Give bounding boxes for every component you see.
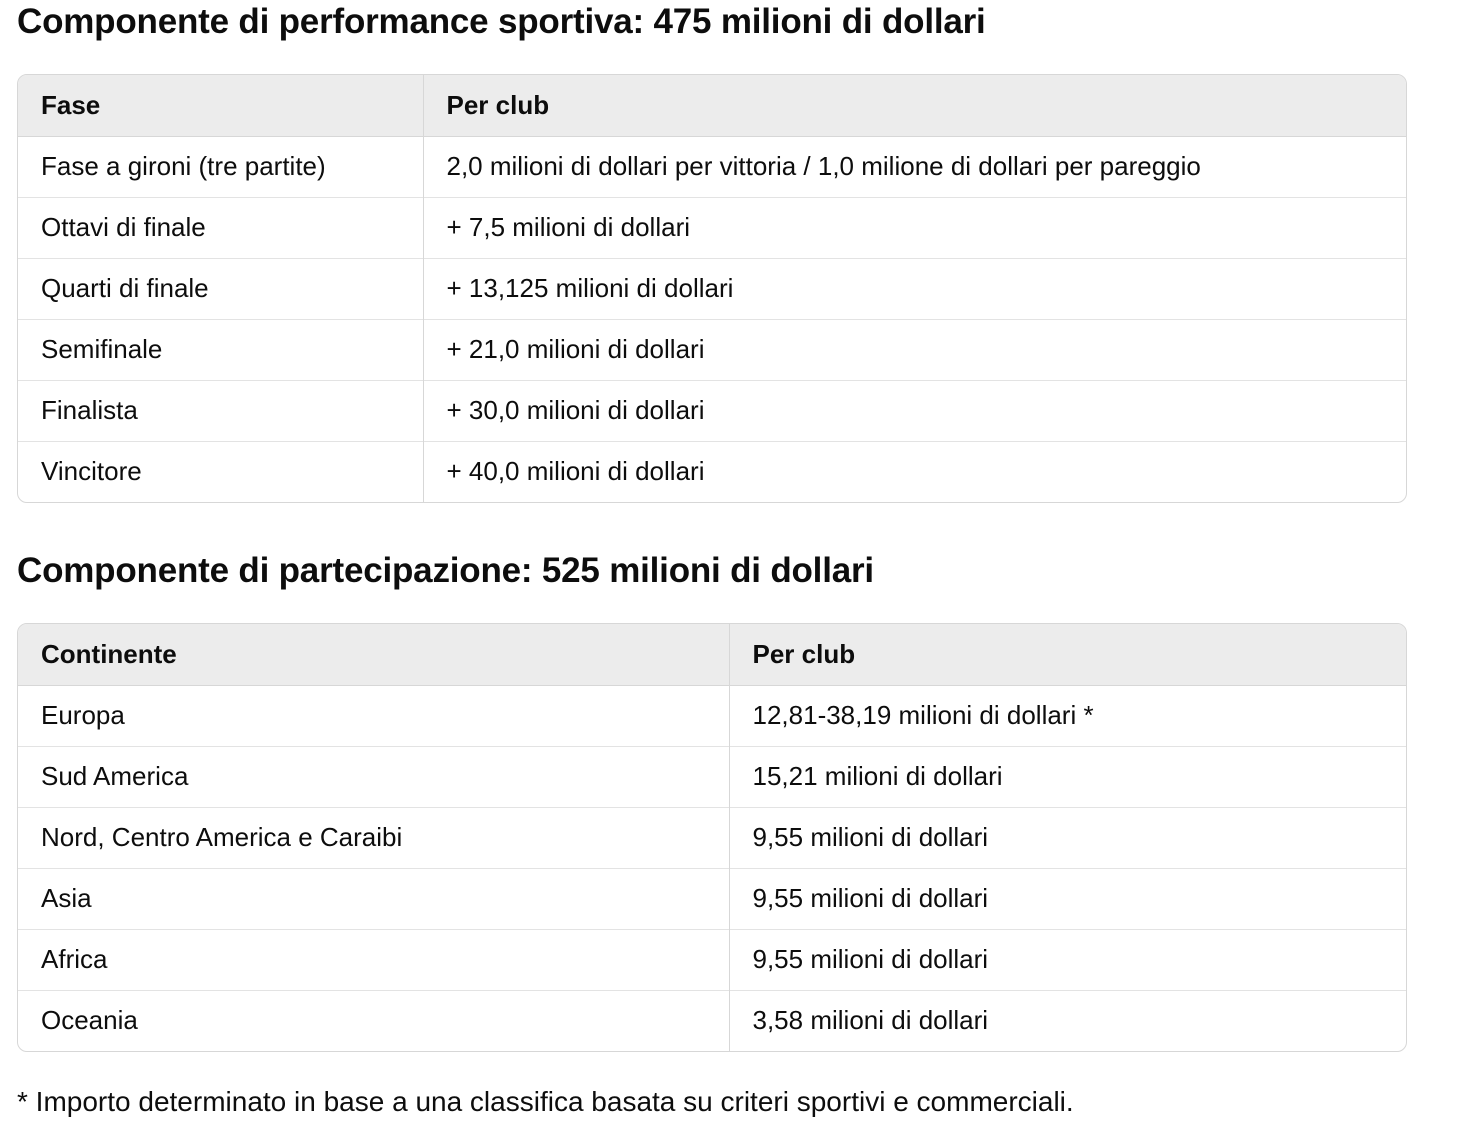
table-cell-per-club: + 21,0 milioni di dollari [422, 318, 1406, 380]
table-row: Europa 12,81-38,19 milioni di dollari * [18, 685, 1406, 746]
table-header-row: Continente Per club [18, 624, 1406, 686]
column-header-per-club: Per club [422, 75, 1406, 137]
table-cell-fase: Semifinale [18, 318, 423, 380]
table-cell-per-club: + 13,125 milioni di dollari [422, 257, 1406, 319]
table-cell-per-club: 9,55 milioni di dollari [728, 867, 1406, 929]
table-row: Africa 9,55 milioni di dollari [18, 928, 1406, 990]
table-header-row: Fase Per club [18, 75, 1406, 137]
participation-table: Continente Per club Europa 12,81-38,19 m… [17, 623, 1407, 1052]
table-cell-per-club: + 30,0 milioni di dollari [422, 379, 1406, 441]
table-row: Fase a gironi (tre partite) 2,0 milioni … [18, 136, 1406, 197]
table-cell-per-club: + 7,5 milioni di dollari [422, 196, 1406, 258]
table-cell-continente: Nord, Centro America e Caraibi [18, 806, 729, 868]
table-cell-fase: Fase a gironi (tre partite) [41, 151, 326, 181]
column-header-fase: Fase [18, 75, 423, 137]
table-cell-continente: Asia [18, 867, 729, 929]
table-row: Finalista + 30,0 milioni di dollari [18, 379, 1406, 441]
column-header-continente: Continente [18, 624, 729, 686]
participation-section-title: Componente di partecipazione: 525 milion… [17, 551, 874, 590]
table-row: Semifinale + 21,0 milioni di dollari [18, 318, 1406, 380]
performance-table: Fase Per club Fase a gironi (tre partite… [17, 74, 1407, 503]
table-row: Quarti di finale + 13,125 milioni di dol… [18, 257, 1406, 319]
table-cell-per-club: 9,55 milioni di dollari [728, 928, 1406, 990]
performance-section-title: Componente di performance sportiva: 475 … [17, 2, 986, 41]
table-cell-per-club: 9,55 milioni di dollari [728, 806, 1406, 868]
table-cell-per-club: + 40,0 milioni di dollari [422, 440, 1406, 502]
table-cell-per-club: 2,0 milioni di dollari per vittoria / 1,… [422, 136, 1406, 197]
table-cell-continente: Africa [18, 928, 729, 990]
table-row: Sud America 15,21 milioni di dollari [18, 745, 1406, 807]
table-cell-fase: Ottavi di finale [18, 196, 423, 258]
table-row: Vincitore + 40,0 milioni di dollari [18, 440, 1406, 502]
table-cell-continente: Sud America [18, 745, 729, 807]
table-row: Asia 9,55 milioni di dollari [18, 867, 1406, 929]
table-row: Nord, Centro America e Caraibi 9,55 mili… [18, 806, 1406, 868]
table-cell-per-club: 12,81-38,19 milioni di dollari * [728, 685, 1406, 746]
table-row: Oceania 3,58 milioni di dollari [18, 989, 1406, 1051]
table-row: Ottavi di finale + 7,5 milioni di dollar… [18, 196, 1406, 258]
table-cell-per-club: 15,21 milioni di dollari [728, 745, 1406, 807]
table-cell-per-club: 3,58 milioni di dollari [728, 989, 1406, 1051]
table-cell-continente: Oceania [18, 989, 729, 1051]
column-header-per-club: Per club [728, 624, 1406, 686]
table-cell-fase: Quarti di finale [18, 257, 423, 319]
footnote: * Importo determinato in base a una clas… [17, 1086, 1074, 1117]
table-cell-continente: Europa [41, 700, 125, 730]
table-cell-fase: Finalista [18, 379, 423, 441]
table-cell-fase: Vincitore [18, 440, 423, 502]
